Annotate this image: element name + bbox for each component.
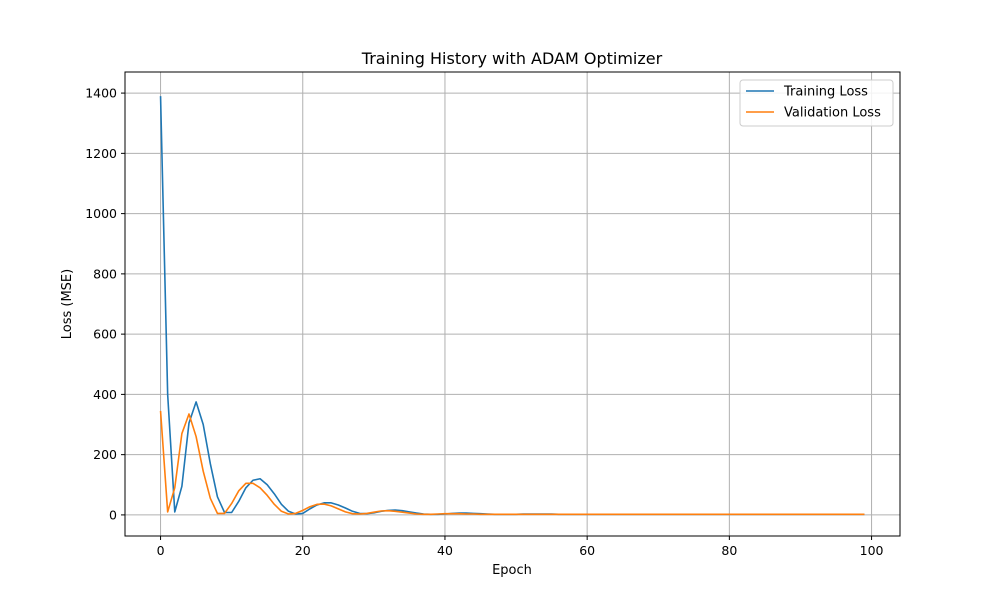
series-line-validation-loss xyxy=(159,410,865,516)
legend-entry-label: Training Loss xyxy=(783,85,868,100)
legend: Training Loss Validation Loss xyxy=(739,79,894,127)
y-axis-label: Loss (MSE) xyxy=(60,269,75,339)
legend-entry-label: Validation Loss xyxy=(784,106,881,121)
chart-title: Training History with ADAM Optimizer xyxy=(361,49,663,68)
y-tick-label: 1000 xyxy=(85,206,117,221)
y-tick-label: 800 xyxy=(93,266,117,281)
x-tick-label: 40 xyxy=(437,543,453,558)
y-tick-label: 400 xyxy=(93,387,117,402)
plot-frame xyxy=(124,71,901,537)
y-tick-label: 600 xyxy=(93,327,117,342)
x-tick-label: 60 xyxy=(579,543,595,558)
y-tick-label: 200 xyxy=(93,447,117,462)
x-tick-label: 80 xyxy=(721,543,737,558)
x-tick-label: 20 xyxy=(295,543,311,558)
legend-box xyxy=(739,79,894,127)
y-tick-label: 1200 xyxy=(85,146,117,161)
y-tick-label: 0 xyxy=(109,507,117,522)
x-tick-label: 100 xyxy=(860,543,884,558)
x-tick-label: 0 xyxy=(157,543,165,558)
y-tick-label: 1400 xyxy=(85,86,117,101)
grid xyxy=(125,72,900,536)
series-lines xyxy=(159,96,865,516)
x-axis-label: Epoch xyxy=(492,563,532,578)
series-line-training-loss xyxy=(159,96,865,516)
